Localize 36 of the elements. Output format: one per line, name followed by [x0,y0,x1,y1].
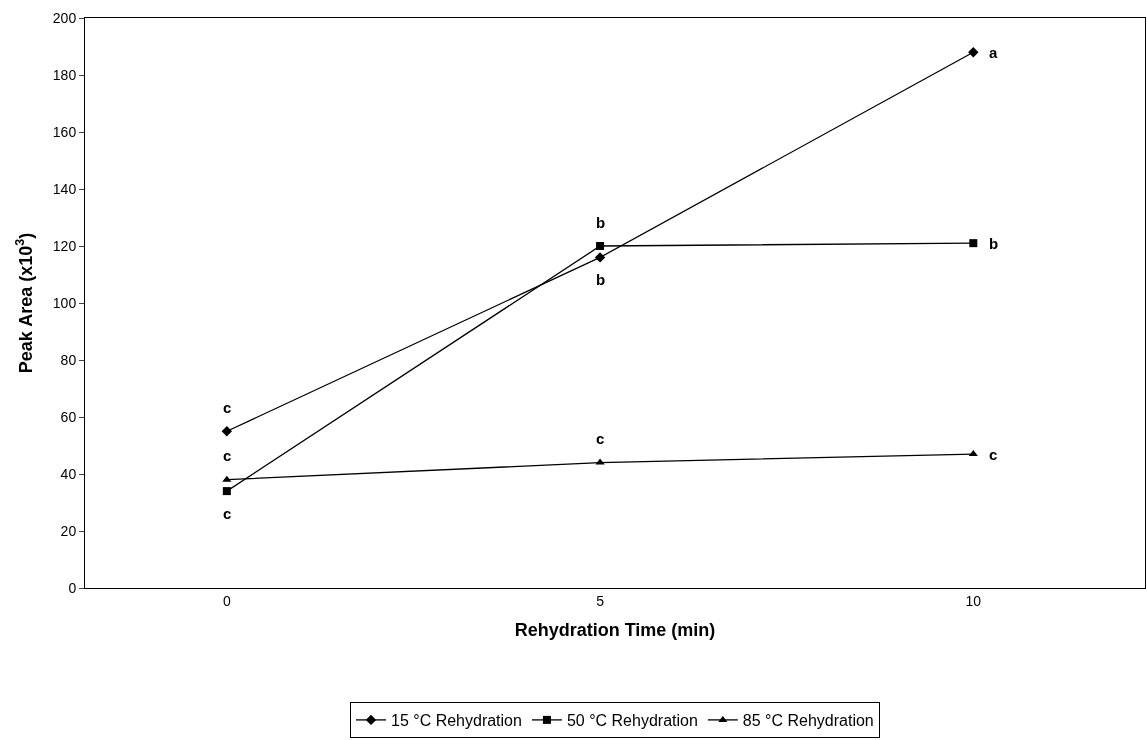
y-tick-label: 200 [52,9,77,26]
point [222,475,232,482]
legend-label: 15 °C Rehydration [391,712,522,730]
point [968,450,978,457]
y-tick-label: 40 [60,465,77,482]
point [968,47,979,58]
point [221,426,233,437]
y-tick-label: 120 [52,237,77,254]
x-tick-label: 5 [596,592,605,609]
y-tick-label: 140 [52,180,77,197]
legend-label: 50 °C Rehydration [566,712,698,730]
y-tick-label: 160 [52,123,77,140]
x-tick-label: 10 [965,592,982,609]
point [596,242,605,250]
x-axis-title: Rehydration Time (min) [514,619,716,640]
y-tick-label: 20 [60,522,77,539]
point [594,252,606,263]
point [595,458,605,465]
y-tick-label: 100 [52,294,77,311]
y-tick-label: 80 [60,351,77,368]
legend-label: 85 °C Rehydration [742,712,874,730]
annotation: a [989,44,998,61]
annotation: c [989,446,998,463]
y-tick-label: 0 [68,579,77,596]
y-tick-label: 60 [60,408,77,425]
point [222,487,231,496]
annotation: c [596,430,605,447]
annotation: c [223,505,232,522]
point [969,239,978,248]
annotation: c [223,447,232,464]
annotation: b [596,214,606,231]
y-tick-label: 180 [52,66,77,83]
annotation: b [989,235,999,252]
x-tick-label: 0 [222,592,231,609]
annotation: c [223,399,232,416]
annotation: b [596,271,606,288]
